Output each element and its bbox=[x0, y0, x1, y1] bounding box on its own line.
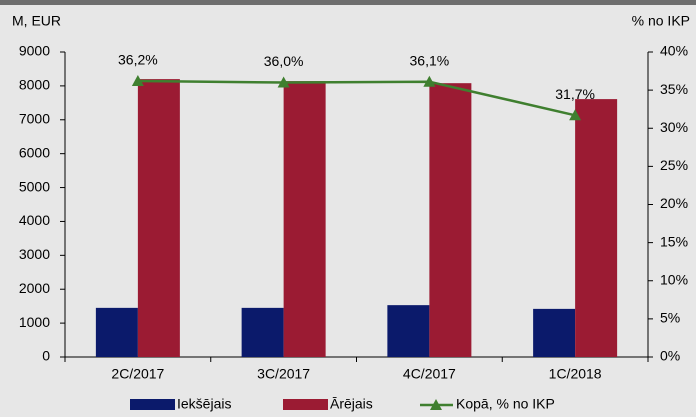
line-marker bbox=[423, 75, 436, 87]
x-tick-label: 1C/2018 bbox=[549, 366, 602, 382]
y-tick-label: 1000 bbox=[19, 314, 50, 330]
y-tick-label: 4000 bbox=[19, 212, 50, 228]
legend-swatch bbox=[130, 399, 175, 410]
y-axis-label: M, EUR bbox=[12, 13, 61, 29]
y-tick-label: 8000 bbox=[19, 77, 50, 93]
line-marker bbox=[277, 76, 290, 88]
y2-tick-label: 35% bbox=[660, 81, 688, 97]
value-label: 36,0% bbox=[264, 53, 304, 69]
y-tick-label: 2000 bbox=[19, 280, 50, 296]
bar bbox=[95, 307, 138, 357]
y-tick-label: 7000 bbox=[19, 110, 50, 126]
y-tick-label: 9000 bbox=[19, 43, 50, 59]
y-tick-label: 5000 bbox=[19, 178, 50, 194]
line-marker bbox=[569, 109, 582, 121]
y2-tick-label: 40% bbox=[660, 43, 688, 59]
bar bbox=[575, 99, 618, 357]
y-tick-label: 3000 bbox=[19, 246, 50, 262]
bar bbox=[137, 79, 180, 357]
top-strip bbox=[0, 0, 696, 5]
x-tick-label: 2C/2017 bbox=[111, 366, 164, 382]
line-marker bbox=[131, 74, 144, 86]
bar bbox=[533, 308, 576, 357]
y2-tick-label: 0% bbox=[660, 348, 680, 364]
y2-tick-label: 10% bbox=[660, 271, 688, 287]
bar bbox=[241, 307, 284, 357]
legend-label: Kopā, % no IKP bbox=[456, 396, 555, 412]
y-tick-label: 0 bbox=[42, 348, 50, 364]
bar bbox=[283, 81, 326, 358]
value-label: 36,2% bbox=[118, 52, 158, 68]
legend-label: Iekšējais bbox=[177, 396, 231, 412]
y2-tick-label: 30% bbox=[660, 119, 688, 135]
legend-label: Ārējais bbox=[330, 396, 373, 412]
value-label: 36,1% bbox=[410, 52, 450, 68]
y2-tick-label: 25% bbox=[660, 157, 688, 173]
y2-axis-label: % no IKP bbox=[632, 13, 690, 29]
legend-marker bbox=[430, 399, 442, 410]
value-label: 31,7% bbox=[555, 86, 595, 102]
y2-tick-label: 20% bbox=[660, 195, 688, 211]
x-tick-label: 4C/2017 bbox=[403, 366, 456, 382]
bar bbox=[387, 305, 430, 357]
y-tick-label: 6000 bbox=[19, 144, 50, 160]
y2-tick-label: 15% bbox=[660, 233, 688, 249]
legend-swatch bbox=[283, 399, 328, 410]
bar bbox=[429, 83, 472, 357]
y2-tick-label: 5% bbox=[660, 310, 680, 326]
x-tick-label: 3C/2017 bbox=[257, 366, 310, 382]
line bbox=[137, 79, 576, 117]
